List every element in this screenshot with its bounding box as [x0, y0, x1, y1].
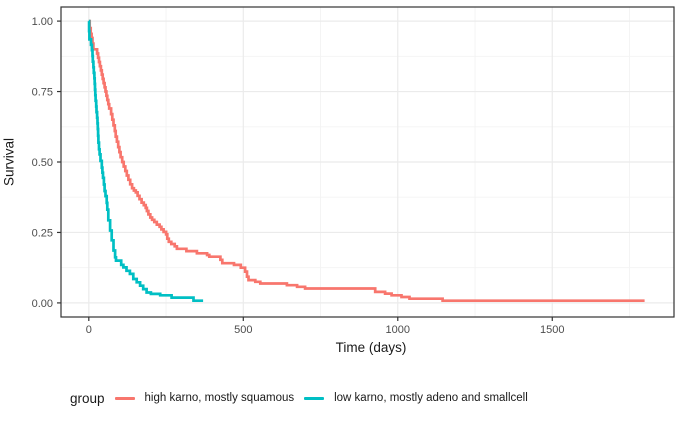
x-tick-label: 500 — [234, 324, 252, 336]
legend: group high karno, mostly squamous low kar… — [70, 389, 528, 407]
x-tick-label: 1000 — [386, 324, 410, 336]
legend-entry-label-1: low karno, mostly adeno and smallcell — [334, 392, 528, 404]
y-tick-label: 0.50 — [32, 157, 53, 169]
y-tick-label: 0.00 — [32, 298, 53, 310]
legend-entries: high karno, mostly squamous low karno, mo… — [114, 392, 528, 404]
survival-curve-0 — [88, 19, 645, 303]
legend-key-line-1 — [304, 396, 325, 400]
legend-key-line-0 — [114, 396, 135, 400]
x-axis-title: Time (days) — [335, 340, 407, 355]
plot-panel: 0 500 1000 1500 0.00 0.25 0.50 0.75 1.00 — [32, 6, 675, 336]
y-tick-label: 0.75 — [32, 87, 53, 99]
y-tick-label: 1.00 — [32, 16, 53, 28]
x-tick-label: 1500 — [540, 324, 564, 336]
y-axis-title: Survival — [1, 137, 17, 187]
y-tick-label: 0.25 — [32, 227, 53, 239]
survival-curve-1 — [87, 19, 204, 303]
legend-title: group — [70, 390, 105, 406]
legend-entry-label-0: high karno, mostly squamous — [144, 392, 295, 404]
x-tick-label: 0 — [86, 324, 92, 336]
